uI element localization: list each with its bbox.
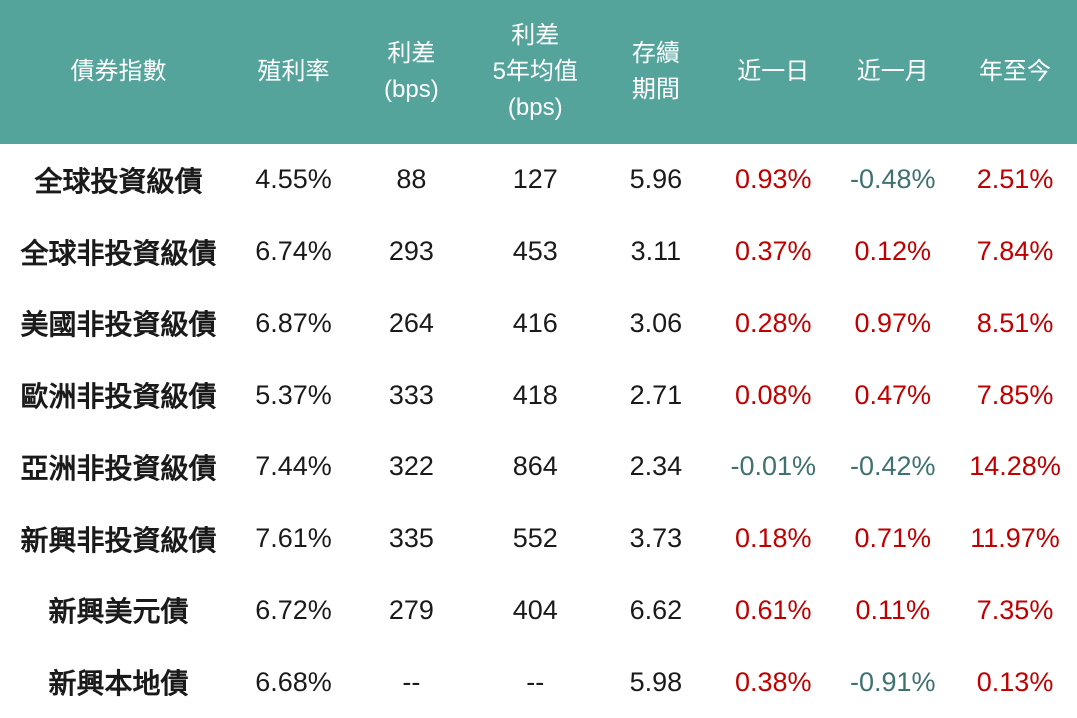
cell-1-month-change: 0.71%: [854, 523, 932, 554]
cell-1-day-change: -0.01%: [730, 451, 817, 482]
cell-1-day-change: 0.37%: [734, 236, 812, 267]
cell-spread-5y-avg: 552: [512, 523, 558, 554]
cell-bond-index: 美國非投資級債: [20, 309, 217, 341]
cell-bond-index: 新興美元債: [48, 596, 189, 628]
cell-1-day-change: 0.08%: [734, 379, 812, 410]
table-row: 美國非投資級債 6.87% 264 416 3.06 0.28% 0.97% 8…: [0, 288, 1077, 360]
table-body: 全球投資級債 4.55% 88 127 5.96 0.93% -0.48% 2.…: [0, 144, 1077, 718]
cell-ytd-change: 7.35%: [976, 594, 1054, 625]
cell-ytd-change: 14.28%: [969, 451, 1061, 482]
cell-yield: 7.44%: [255, 451, 332, 482]
cell-spread-bps: 333: [388, 379, 434, 410]
cell-bond-index: 亞洲非投資級債: [20, 452, 217, 484]
cell-bond-index: 全球投資級債: [34, 165, 203, 197]
cell-1-month-change: 0.97%: [854, 307, 932, 338]
column-header-duration: 存續 期間: [597, 0, 715, 144]
cell-spread-5y-avg: 416: [512, 307, 558, 338]
cell-ytd-change: 0.13%: [976, 666, 1054, 697]
cell-spread-bps: 279: [388, 594, 434, 625]
cell-ytd-change: 7.85%: [976, 379, 1054, 410]
cell-1-day-change: 0.38%: [734, 666, 812, 697]
column-header-1-month: 近一月: [832, 0, 954, 144]
cell-duration: 3.11: [630, 236, 682, 267]
table-row: 新興本地債 6.68% -- -- 5.98 0.38% -0.91% 0.13…: [0, 646, 1077, 718]
column-header-spread-5y-avg: 利差 5年均值 (bps): [472, 0, 598, 144]
column-header-1-day: 近一日: [714, 0, 833, 144]
cell-duration: 3.06: [629, 307, 683, 338]
cell-duration: 2.71: [629, 379, 683, 410]
column-header-spread-bps: 利差 (bps): [350, 0, 473, 144]
cell-duration: 5.98: [629, 666, 683, 697]
cell-yield: 5.37%: [255, 379, 332, 410]
cell-duration: 3.73: [629, 523, 683, 554]
cell-bond-index: 新興本地債: [48, 668, 189, 700]
cell-yield: 6.68%: [255, 666, 332, 697]
cell-1-month-change: -0.91%: [850, 666, 936, 697]
cell-yield: 4.55%: [255, 164, 332, 195]
cell-spread-5y-avg: 418: [512, 379, 558, 410]
cell-spread-bps: 88: [396, 164, 427, 195]
cell-ytd-change: 8.51%: [976, 307, 1054, 338]
header-row: 債券指數 殖利率 利差 (bps) 利差 5年均值 (bps) 存續 期間 近一…: [0, 0, 1077, 144]
cell-1-month-change: -0.48%: [850, 164, 936, 195]
cell-spread-bps: 322: [388, 451, 434, 482]
cell-bond-index: 歐洲非投資級債: [20, 381, 217, 413]
column-header-bond-index: 債券指數: [0, 0, 237, 144]
cell-duration: 2.34: [629, 451, 683, 482]
cell-1-month-change: 0.47%: [854, 379, 932, 410]
cell-ytd-change: 2.51%: [976, 164, 1054, 195]
cell-duration: 6.62: [629, 594, 683, 625]
cell-duration: 5.96: [629, 164, 683, 195]
cell-ytd-change: 7.84%: [976, 236, 1054, 267]
table-row: 新興美元債 6.72% 279 404 6.62 0.61% 0.11% 7.3…: [0, 575, 1077, 647]
cell-yield: 6.87%: [255, 307, 332, 338]
cell-bond-index: 新興非投資級債: [20, 524, 217, 556]
table-header: 債券指數 殖利率 利差 (bps) 利差 5年均值 (bps) 存續 期間 近一…: [0, 0, 1077, 144]
cell-spread-5y-avg: --: [526, 666, 545, 697]
cell-1-day-change: 0.18%: [734, 523, 812, 554]
cell-1-month-change: -0.42%: [850, 451, 936, 482]
cell-1-month-change: 0.11%: [855, 594, 931, 625]
cell-bond-index: 全球非投資級債: [20, 237, 217, 269]
cell-spread-bps: 264: [388, 307, 434, 338]
cell-spread-bps: --: [402, 666, 421, 697]
cell-yield: 6.72%: [255, 594, 332, 625]
cell-1-day-change: 0.61%: [734, 594, 812, 625]
table-row: 亞洲非投資級債 7.44% 322 864 2.34 -0.01% -0.42%…: [0, 431, 1077, 503]
table-row: 全球非投資級債 6.74% 293 453 3.11 0.37% 0.12% 7…: [0, 216, 1077, 288]
cell-ytd-change: 11.97%: [970, 523, 1060, 554]
cell-spread-5y-avg: 404: [512, 594, 558, 625]
cell-1-month-change: 0.12%: [854, 236, 932, 267]
cell-spread-5y-avg: 453: [512, 236, 558, 267]
cell-spread-bps: 335: [388, 523, 434, 554]
cell-1-day-change: 0.93%: [734, 164, 812, 195]
table-row: 新興非投資級債 7.61% 335 552 3.73 0.18% 0.71% 1…: [0, 503, 1077, 575]
cell-1-day-change: 0.28%: [734, 307, 812, 338]
column-header-yield: 殖利率: [236, 0, 351, 144]
table-row: 全球投資級債 4.55% 88 127 5.96 0.93% -0.48% 2.…: [0, 144, 1077, 216]
column-header-ytd: 年至今: [953, 0, 1077, 144]
cell-spread-bps: 293: [388, 236, 434, 267]
table-row: 歐洲非投資級債 5.37% 333 418 2.71 0.08% 0.47% 7…: [0, 359, 1077, 431]
cell-yield: 7.61%: [255, 523, 332, 554]
cell-spread-5y-avg: 127: [512, 164, 558, 195]
cell-spread-5y-avg: 864: [512, 451, 558, 482]
cell-yield: 6.74%: [255, 236, 332, 267]
